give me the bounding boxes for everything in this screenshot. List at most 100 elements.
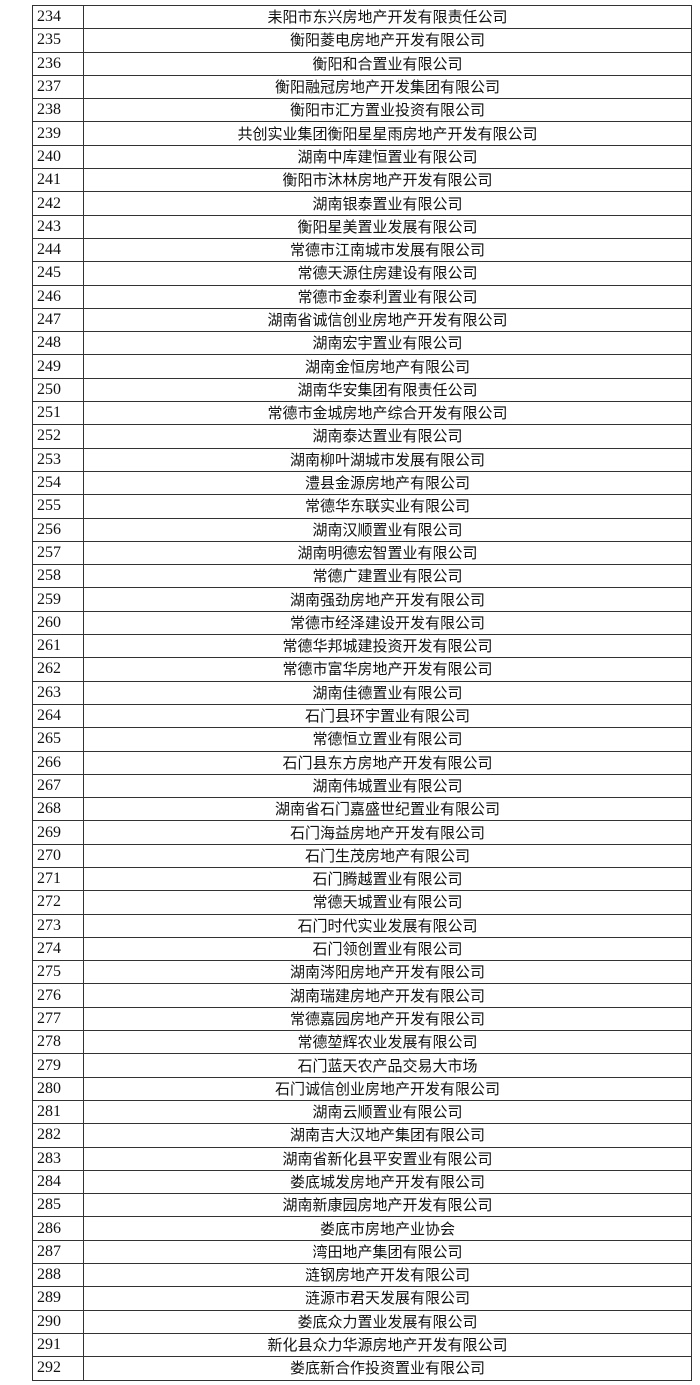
row-number: 256: [32, 517, 84, 542]
row-number: 254: [32, 470, 84, 496]
company-name: 常德天源住房建设有限公司: [83, 261, 692, 286]
table-row: 271 石门腾越置业有限公司: [32, 866, 692, 892]
table-row: 282 湖南吉大汉地产集团有限公司: [32, 1123, 692, 1148]
table-row: 292 娄底新合作投资置业有限公司: [32, 1356, 692, 1381]
company-name: 常德堃辉农业发展有限公司: [83, 1030, 692, 1055]
company-name: 湖南汉顺置业有限公司: [83, 517, 692, 542]
row-number: 274: [32, 936, 84, 962]
table-row: 264 石门县环宇置业有限公司: [32, 703, 692, 729]
company-name: 湖南吉大汉地产集团有限公司: [83, 1123, 692, 1148]
row-number: 262: [32, 657, 84, 682]
row-number: 251: [32, 401, 84, 426]
company-name: 共创实业集团衡阳星星雨房地产开发有限公司: [83, 121, 692, 146]
row-number: 271: [32, 866, 84, 892]
table-row: 252 湖南泰达置业有限公司: [32, 424, 692, 449]
company-name: 涟源市君天发展有限公司: [83, 1286, 692, 1311]
row-number: 246: [32, 284, 84, 309]
company-name: 湖南中库建恒置业有限公司: [83, 144, 692, 170]
company-name: 石门时代实业发展有限公司: [83, 913, 692, 938]
company-name: 石门蓝天农产品交易大市场: [83, 1053, 692, 1078]
company-name: 娄底城发房地产开发有限公司: [83, 1169, 692, 1195]
company-name: 湖南佳德置业有限公司: [83, 680, 692, 705]
row-number: 258: [32, 564, 84, 589]
table-row: 285 湖南新康园房地产开发有限公司: [32, 1193, 692, 1218]
row-number: 275: [32, 960, 84, 985]
table-row: 265 常德恒立置业有限公司: [32, 727, 692, 752]
company-name: 娄底众力置业发展有限公司: [83, 1309, 692, 1334]
company-name: 石门腾越置业有限公司: [83, 866, 692, 892]
company-name: 湖南泰达置业有限公司: [83, 424, 692, 449]
table-row: 263 湖南佳德置业有限公司: [32, 680, 692, 705]
row-number: 267: [32, 773, 84, 799]
table-row: 259 湖南强劲房地产开发有限公司: [32, 587, 692, 612]
company-name: 湖南明德宏智置业有限公司: [83, 540, 692, 566]
row-number: 268: [32, 797, 84, 822]
row-number: 287: [32, 1239, 84, 1265]
table-row: 248 湖南宏宇置业有限公司: [32, 331, 692, 356]
row-number: 245: [32, 261, 84, 286]
table-row: 239 共创实业集团衡阳星星雨房地产开发有限公司: [32, 121, 692, 146]
company-name: 常德广建置业有限公司: [83, 564, 692, 589]
company-name: 常德华东联实业有限公司: [83, 494, 692, 519]
company-name: 湖南瑞建房地产开发有限公司: [83, 983, 692, 1008]
table-row: 270 石门生茂房地产有限公司: [32, 843, 692, 868]
row-number: 282: [32, 1123, 84, 1148]
row-number: 269: [32, 820, 84, 845]
table-body: 234 耒阳市东兴房地产开发有限责任公司 235 衡阳菱电房地产开发有限公司 236 衡阳…: [32, 4, 692, 1381]
company-name: 衡阳市沐林房地产开发有限公司: [83, 168, 692, 193]
table-row: 277 常德嘉园房地产开发有限公司: [32, 1006, 692, 1032]
row-number: 272: [32, 890, 84, 915]
row-number: 284: [32, 1169, 84, 1195]
row-number: 265: [32, 727, 84, 752]
table-row: 253 湖南柳叶湖城市发展有限公司: [32, 447, 692, 472]
table-row: 241 衡阳市沐林房地产开发有限公司: [32, 168, 692, 193]
company-name: 石门诚信创业房地产开发有限公司: [83, 1076, 692, 1101]
row-number: 244: [32, 237, 84, 263]
company-name: 衡阳市汇方置业投资有限公司: [83, 98, 692, 123]
table-row: 289 涟源市君天发展有限公司: [32, 1286, 692, 1311]
row-number: 290: [32, 1309, 84, 1334]
company-name: 常德市富华房地产开发有限公司: [83, 657, 692, 682]
company-name: 衡阳和合置业有限公司: [83, 51, 692, 76]
row-number: 286: [32, 1216, 84, 1241]
company-name: 湖南新康园房地产开发有限公司: [83, 1193, 692, 1218]
table-row: 269 石门海益房地产开发有限公司: [32, 820, 692, 845]
table-row: 262 常德市富华房地产开发有限公司: [32, 657, 692, 682]
table-row: 288 涟钢房地产开发有限公司: [32, 1263, 692, 1288]
row-number: 279: [32, 1053, 84, 1078]
company-name: 涟钢房地产开发有限公司: [83, 1263, 692, 1288]
row-number: 248: [32, 331, 84, 356]
company-name: 湖南省石门嘉盛世纪置业有限公司: [83, 797, 692, 822]
company-name: 娄底新合作投资置业有限公司: [83, 1356, 692, 1381]
row-number: 276: [32, 983, 84, 1008]
table-row: 275 湖南涔阳房地产开发有限公司: [32, 960, 692, 985]
row-number: 255: [32, 494, 84, 519]
table-row: 291 新化县众力华源房地产开发有限公司: [32, 1332, 692, 1358]
company-name: 新化县众力华源房地产开发有限公司: [83, 1332, 692, 1358]
table-row: 256 湖南汉顺置业有限公司: [32, 517, 692, 542]
table-row: 286 娄底市房地产业协会: [32, 1216, 692, 1241]
row-number: 260: [32, 610, 84, 636]
company-name: 常德市金城房地产综合开发有限公司: [83, 401, 692, 426]
row-number: 291: [32, 1332, 84, 1358]
row-number: 259: [32, 587, 84, 612]
row-number: 270: [32, 843, 84, 868]
table-row: 278 常德堃辉农业发展有限公司: [32, 1030, 692, 1055]
company-name: 常德市江南城市发展有限公司: [83, 237, 692, 263]
row-number: 263: [32, 680, 84, 705]
table-row: 240 湖南中库建恒置业有限公司: [32, 144, 692, 170]
company-name: 澧县金源房地产有限公司: [83, 470, 692, 496]
company-name: 石门生茂房地产有限公司: [83, 843, 692, 868]
row-number: 292: [32, 1356, 84, 1381]
row-number: 236: [32, 51, 84, 76]
row-number: 250: [32, 377, 84, 403]
table-row: 281 湖南云顺置业有限公司: [32, 1099, 692, 1125]
table-row: 254 澧县金源房地产有限公司: [32, 470, 692, 496]
company-list-table: 234 耒阳市东兴房地产开发有限责任公司 235 衡阳菱电房地产开发有限公司 236 衡阳…: [32, 4, 692, 1381]
company-name: 常德恒立置业有限公司: [83, 727, 692, 752]
row-number: 285: [32, 1193, 84, 1218]
row-number: 247: [32, 307, 84, 333]
company-name: 衡阳菱电房地产开发有限公司: [83, 28, 692, 53]
company-name: 湾田地产集团有限公司: [83, 1239, 692, 1265]
table-row: 243 衡阳星美置业发展有限公司: [32, 214, 692, 239]
